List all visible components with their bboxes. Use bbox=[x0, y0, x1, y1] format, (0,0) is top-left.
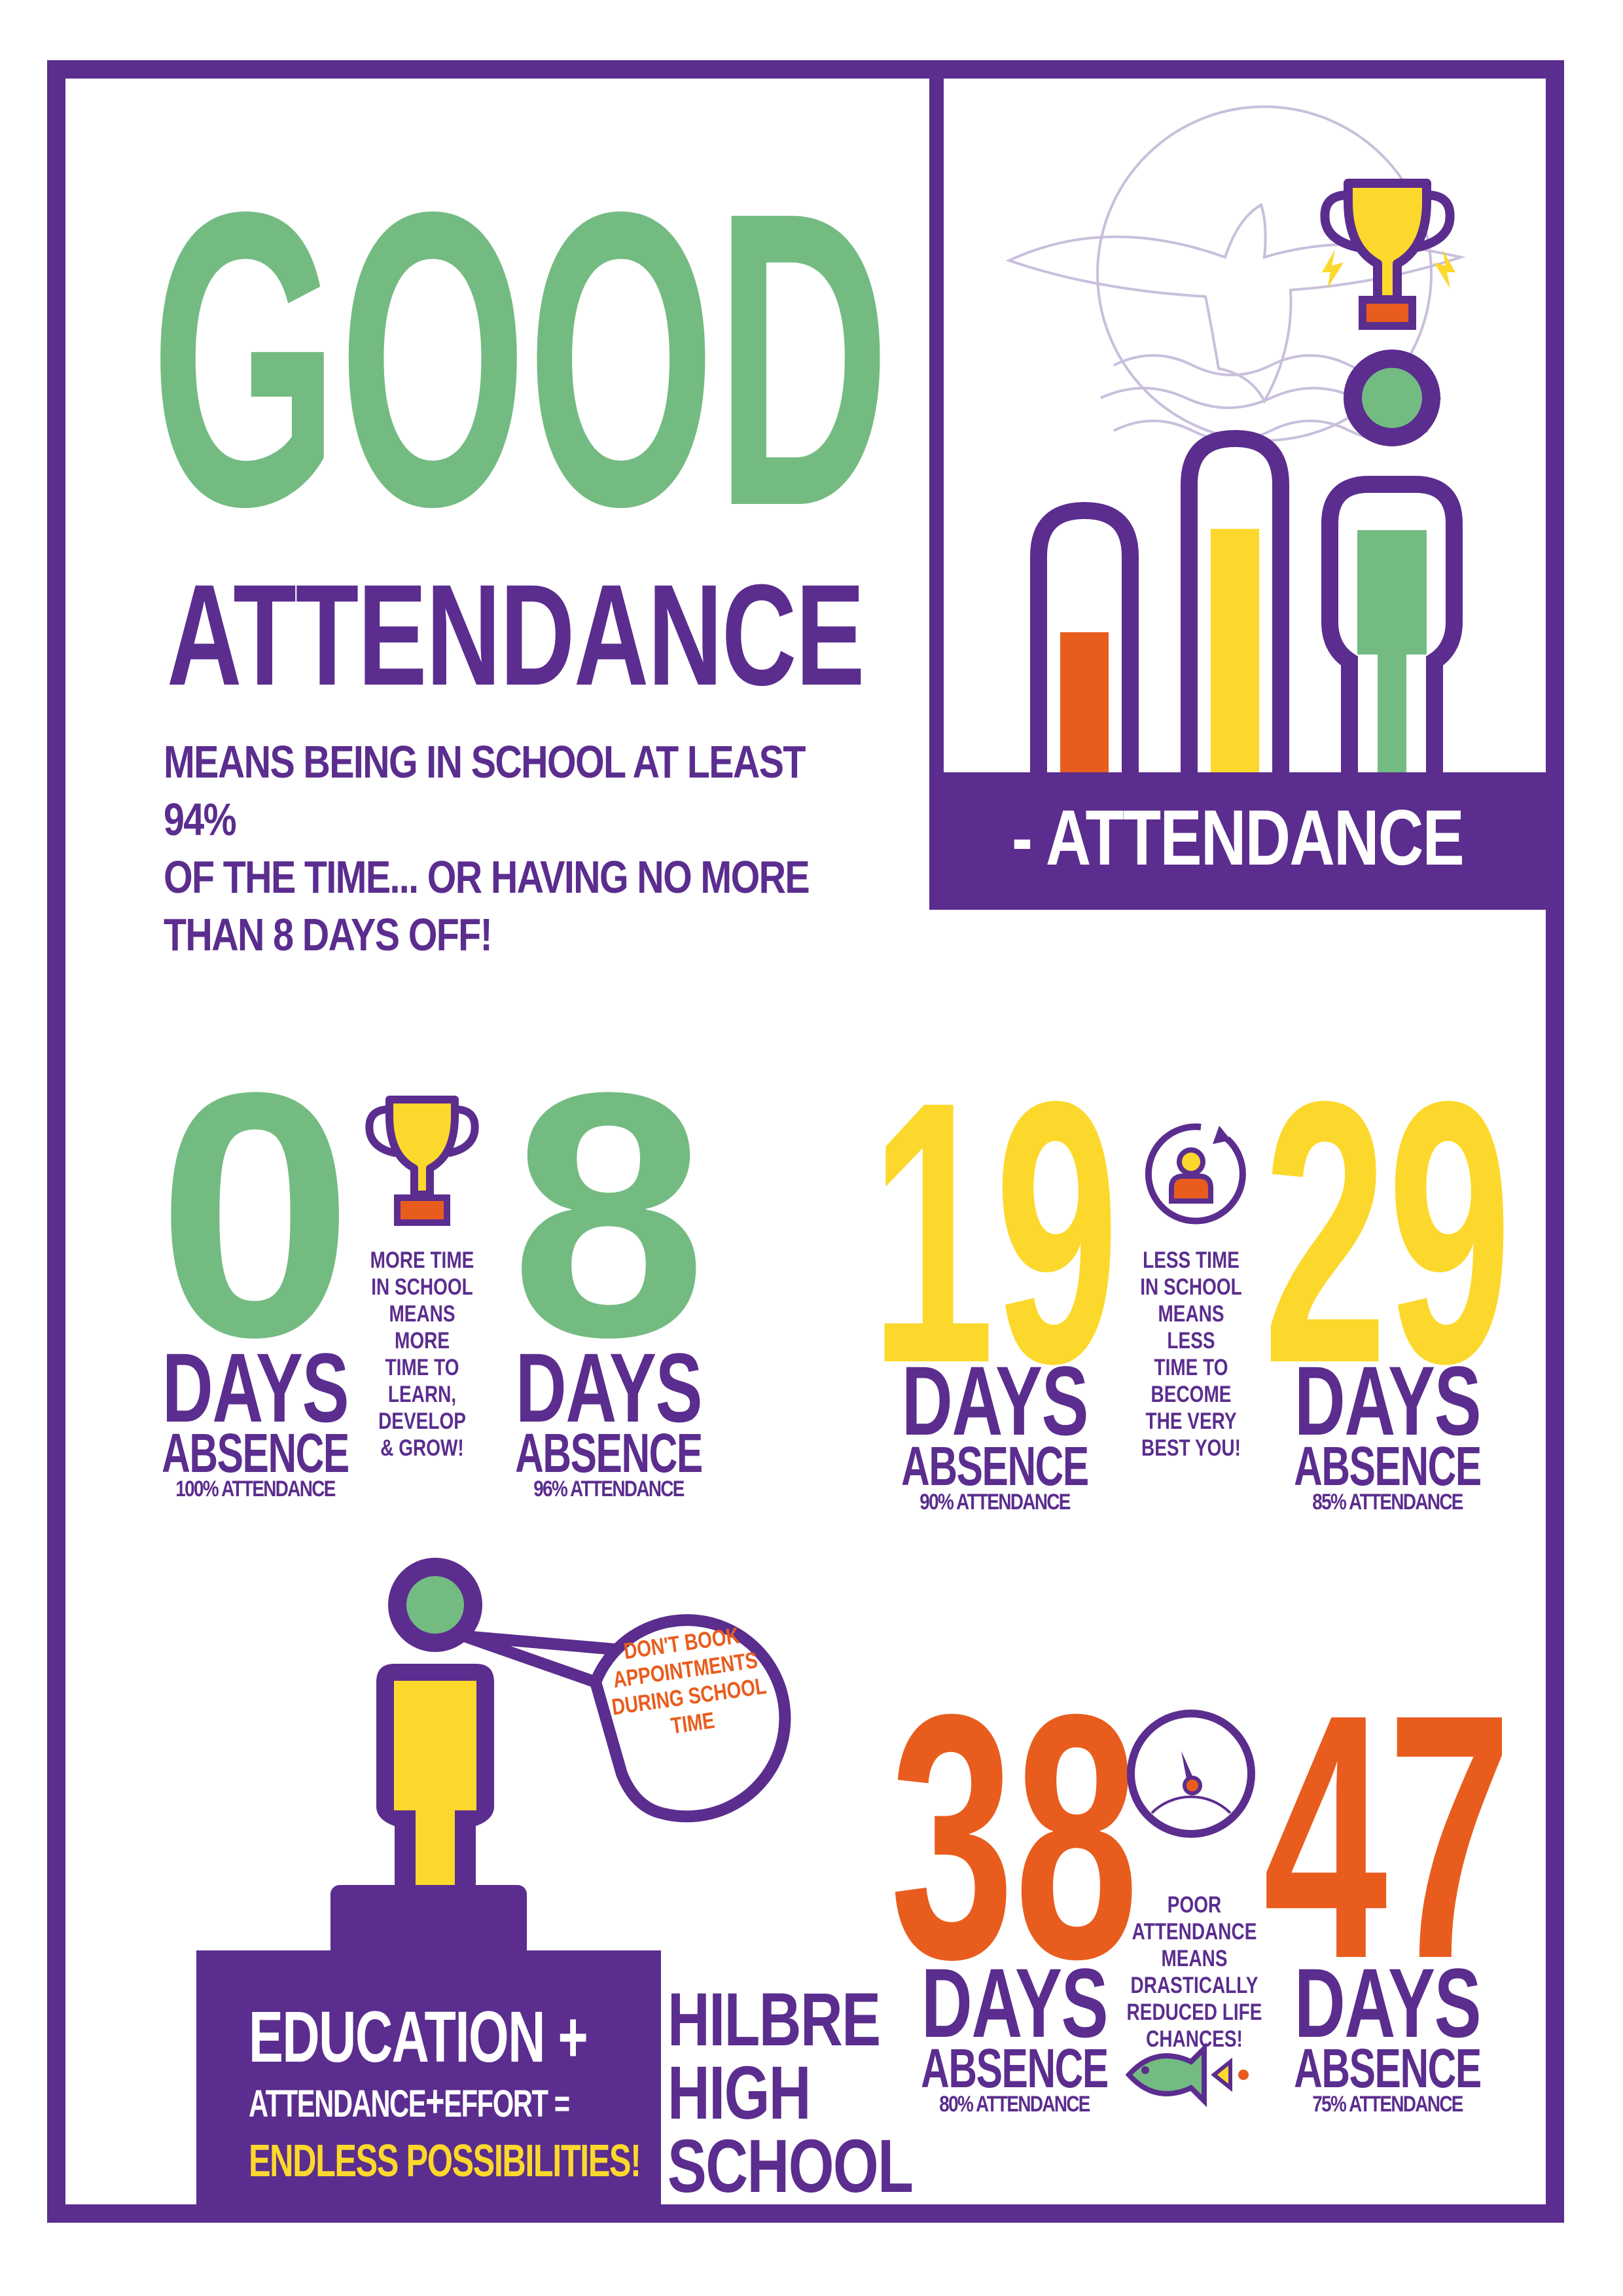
note-line: DRASTICALLY bbox=[1130, 1973, 1258, 1998]
fish-icon bbox=[1125, 2042, 1249, 2108]
school-name-line: SCHOOL bbox=[668, 2125, 914, 2208]
attendance-panel-art bbox=[1005, 105, 1466, 772]
stat-number-text: 19 bbox=[870, 1024, 1119, 1374]
poster-frame bbox=[47, 60, 1564, 2223]
stat-days-label: DAYS bbox=[1294, 1948, 1482, 2058]
stat-number-text: 8 bbox=[510, 1020, 707, 1348]
school-name-line: HILBRE bbox=[668, 1978, 881, 2062]
person-icon bbox=[1344, 350, 1440, 446]
stat-days-label: DAYS bbox=[162, 1333, 349, 1443]
note-less-time: LESS TIME IN SCHOOL MEANS LESS TIME TO B… bbox=[1139, 1247, 1243, 1462]
speech-bubble bbox=[589, 1614, 791, 1823]
note-line: MEANS bbox=[1161, 1946, 1228, 1971]
attendance-bars bbox=[1030, 350, 1463, 772]
stat-number: 47 bbox=[1263, 1641, 1512, 1970]
podium-step bbox=[330, 1885, 527, 1957]
stat-absence-label: ABSENCE bbox=[515, 1422, 703, 1484]
stat-absence-label: ABSENCE bbox=[1294, 1435, 1482, 1497]
stat-attendance-pct: 75% ATTENDANCE bbox=[1312, 2092, 1463, 2117]
stat-absence-label: ABSENCE bbox=[1294, 2037, 1482, 2099]
stat-attendance-pct: 90% ATTENDANCE bbox=[919, 1490, 1071, 1515]
note-line: MEANS LESS bbox=[1158, 1301, 1224, 1354]
note-line: DEVELOP bbox=[378, 1408, 466, 1434]
note-line: MEANS MORE bbox=[389, 1301, 455, 1354]
note-line: LESS TIME bbox=[1143, 1247, 1240, 1273]
note-line: IN SCHOOL bbox=[1140, 1274, 1242, 1300]
equation-box bbox=[196, 1950, 661, 2219]
person-refresh-icon bbox=[1145, 1123, 1246, 1225]
stat-days-label: DAYS bbox=[1294, 1346, 1482, 1456]
note-line: THE VERY bbox=[1145, 1408, 1237, 1434]
note-poor: POOR ATTENDANCE MEANS DRASTICALLY REDUCE… bbox=[1124, 1892, 1265, 2053]
note-line: IN SCHOOL bbox=[371, 1274, 473, 1300]
person-head-icon bbox=[388, 1558, 482, 1652]
note-line: TIME TO bbox=[1154, 1355, 1228, 1380]
note-line: MORE TIME bbox=[370, 1247, 474, 1273]
stat-absence-label: ABSENCE bbox=[162, 1422, 349, 1484]
note-line: REDUCED LIFE bbox=[1126, 2000, 1262, 2025]
stat-attendance-pct: 85% ATTENDANCE bbox=[1312, 1490, 1463, 1515]
bar-high bbox=[1357, 530, 1427, 655]
stat-number-text: 29 bbox=[1263, 1024, 1512, 1374]
gauge-icon bbox=[1127, 1710, 1255, 1838]
tagline: MEANS BEING IN SCHOOL AT LEAST 94% OF TH… bbox=[164, 733, 861, 963]
stat-number: 29 bbox=[1263, 1024, 1512, 1374]
stat-absence-label: ABSENCE bbox=[921, 2037, 1109, 2099]
note-line: & GROW! bbox=[380, 1435, 464, 1461]
note-line: BEST YOU! bbox=[1141, 1435, 1241, 1461]
note-line: TIME TO bbox=[385, 1355, 459, 1380]
tagline-line: MEANS BEING IN SCHOOL AT LEAST 94% bbox=[164, 736, 806, 845]
stat-number-text: 47 bbox=[1263, 1641, 1512, 1970]
stat-days-label: DAYS bbox=[921, 1948, 1109, 2058]
equation-line3: ENDLESS POSSIBILITIES! bbox=[249, 2135, 641, 2186]
note-line: CHANCES! bbox=[1146, 2026, 1243, 2052]
stat-number: 38 bbox=[890, 1641, 1139, 1970]
attendance-band-label: - ATTENDANCE + bbox=[1011, 794, 1465, 980]
school-name: HILBRE HIGH SCHOOL bbox=[668, 1978, 914, 2208]
trophy-icon bbox=[365, 1096, 479, 1226]
headline-attendance: ATTENDANCE bbox=[167, 554, 865, 715]
tagline-line: OF THE TIME... OR HAVING NO MORE bbox=[164, 852, 810, 903]
school-name-line: HIGH bbox=[668, 2051, 812, 2135]
stat-attendance-pct: 100% ATTENDANCE bbox=[175, 1477, 336, 1501]
note-line: BECOME bbox=[1150, 1382, 1232, 1407]
stat-number: 19 bbox=[870, 1024, 1119, 1374]
stat-attendance-pct: 80% ATTENDANCE bbox=[939, 2092, 1090, 2117]
stat-days-label: DAYS bbox=[901, 1346, 1089, 1456]
stat-number-text: 38 bbox=[890, 1641, 1139, 1970]
stat-days-label: DAYS bbox=[515, 1333, 703, 1443]
stat-number-text: 0 bbox=[157, 1020, 353, 1348]
note-more-time: MORE TIME IN SCHOOL MEANS MORE TIME TO L… bbox=[370, 1247, 474, 1462]
trophy-icon bbox=[1320, 179, 1455, 330]
equation-line2: ATTENDANCE+EFFORT = bbox=[249, 2075, 570, 2126]
stat-absence-label: ABSENCE bbox=[901, 1435, 1089, 1497]
stat-attendance-pct: 96% ATTENDANCE bbox=[533, 1477, 685, 1501]
stat-number: 0 bbox=[157, 1020, 353, 1348]
equation-attendance: ATTENDANCE bbox=[249, 2083, 427, 2125]
bar-mid bbox=[1211, 529, 1259, 772]
bar-low bbox=[1060, 632, 1109, 772]
bubble-text: DON'T BOOK APPOINTMENTS DURING SCHOOL TI… bbox=[602, 1619, 772, 1748]
equation-effort: EFFORT = bbox=[444, 2083, 570, 2125]
equation-line1: EDUCATION + bbox=[249, 1997, 588, 2077]
stat-number: 8 bbox=[510, 1020, 707, 1348]
note-line: ATTENDANCE bbox=[1132, 1919, 1257, 1945]
note-line: POOR bbox=[1167, 1892, 1222, 1918]
attendance-band bbox=[929, 772, 1546, 910]
note-line: LEARN, bbox=[387, 1382, 457, 1407]
headline-good-text: GOOD bbox=[151, 164, 890, 530]
tagline-line: THAN 8 DAYS OFF! bbox=[164, 909, 493, 960]
headline-good: GOOD bbox=[151, 164, 890, 530]
